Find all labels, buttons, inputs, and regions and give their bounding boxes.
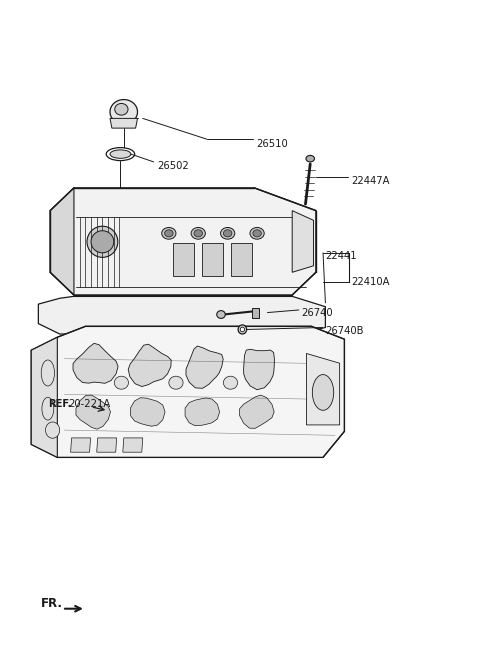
Ellipse shape bbox=[41, 360, 55, 386]
Text: 22441: 22441 bbox=[325, 251, 357, 261]
Polygon shape bbox=[96, 438, 117, 452]
Text: 22447A: 22447A bbox=[351, 176, 390, 187]
Ellipse shape bbox=[240, 328, 244, 331]
Text: 26740B: 26740B bbox=[325, 326, 364, 336]
Ellipse shape bbox=[217, 310, 225, 318]
Polygon shape bbox=[252, 308, 259, 318]
Polygon shape bbox=[76, 395, 110, 429]
Ellipse shape bbox=[42, 398, 54, 420]
Ellipse shape bbox=[106, 147, 135, 160]
Polygon shape bbox=[186, 346, 223, 388]
Polygon shape bbox=[31, 326, 344, 457]
Text: 26502: 26502 bbox=[157, 161, 189, 172]
Polygon shape bbox=[240, 395, 274, 428]
Polygon shape bbox=[131, 398, 165, 426]
Polygon shape bbox=[231, 243, 252, 276]
Polygon shape bbox=[173, 243, 193, 276]
Ellipse shape bbox=[223, 230, 232, 237]
Ellipse shape bbox=[115, 103, 128, 115]
Polygon shape bbox=[50, 188, 316, 295]
Text: REF.: REF. bbox=[48, 399, 72, 409]
Polygon shape bbox=[243, 349, 275, 390]
Ellipse shape bbox=[114, 376, 129, 389]
Ellipse shape bbox=[220, 227, 235, 239]
Polygon shape bbox=[292, 211, 313, 272]
Ellipse shape bbox=[110, 150, 131, 159]
Polygon shape bbox=[50, 188, 74, 295]
Ellipse shape bbox=[253, 230, 261, 237]
Ellipse shape bbox=[250, 227, 264, 239]
Text: 22410A: 22410A bbox=[351, 277, 390, 287]
Polygon shape bbox=[185, 398, 219, 426]
Text: FR.: FR. bbox=[41, 597, 63, 610]
Text: 20-221A: 20-221A bbox=[68, 399, 110, 409]
Ellipse shape bbox=[191, 227, 205, 239]
Ellipse shape bbox=[306, 155, 314, 162]
Ellipse shape bbox=[110, 100, 137, 124]
Ellipse shape bbox=[223, 376, 238, 389]
Polygon shape bbox=[38, 296, 325, 334]
Ellipse shape bbox=[165, 230, 173, 237]
Ellipse shape bbox=[169, 376, 183, 389]
Text: 26510: 26510 bbox=[257, 140, 288, 149]
Ellipse shape bbox=[194, 230, 203, 237]
Ellipse shape bbox=[238, 325, 247, 334]
Ellipse shape bbox=[46, 422, 60, 438]
Polygon shape bbox=[128, 345, 171, 386]
Ellipse shape bbox=[87, 226, 118, 257]
Polygon shape bbox=[306, 354, 340, 425]
Polygon shape bbox=[73, 343, 118, 383]
Polygon shape bbox=[123, 438, 143, 452]
Polygon shape bbox=[31, 337, 57, 457]
Polygon shape bbox=[71, 438, 91, 452]
Ellipse shape bbox=[162, 227, 176, 239]
Text: 26740: 26740 bbox=[301, 309, 333, 318]
Ellipse shape bbox=[91, 231, 114, 253]
Polygon shape bbox=[110, 119, 137, 128]
Polygon shape bbox=[202, 243, 223, 276]
Ellipse shape bbox=[312, 375, 334, 410]
